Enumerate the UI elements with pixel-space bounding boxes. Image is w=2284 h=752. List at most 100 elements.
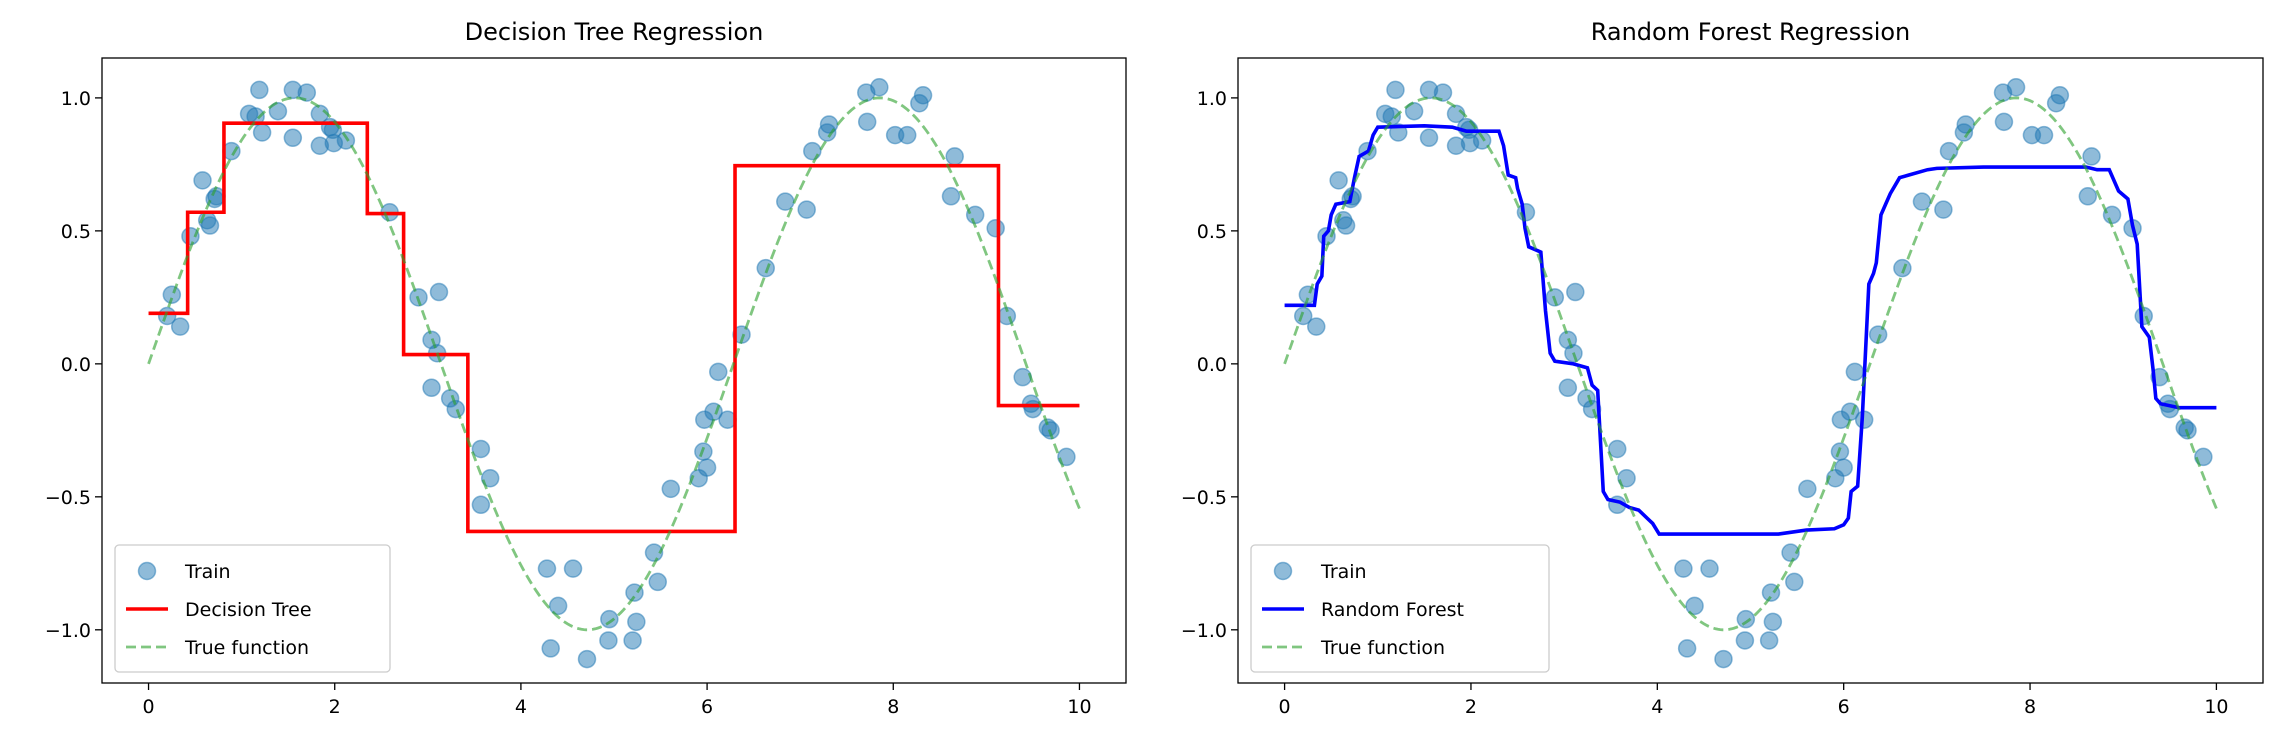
y-tick-label: 0.5 xyxy=(61,221,91,243)
train-point xyxy=(1582,399,1602,419)
train-point xyxy=(2034,125,2054,145)
train-point xyxy=(1419,128,1439,148)
train-point xyxy=(1735,631,1755,650)
train-point xyxy=(945,147,964,166)
train-point xyxy=(623,631,642,650)
train-point xyxy=(756,258,775,278)
train-point xyxy=(471,439,491,459)
train-point xyxy=(776,192,795,211)
x-tick-label: 2 xyxy=(329,696,341,718)
train-point xyxy=(1939,141,1959,161)
train-point xyxy=(1994,112,2014,132)
chart-title: Random Forest Regression xyxy=(1591,18,1911,46)
axes-frame xyxy=(101,57,1127,684)
train-point xyxy=(870,78,889,97)
legend-label: Decision Tree xyxy=(185,599,312,621)
y-tick-label: 0.0 xyxy=(61,354,91,376)
train-point xyxy=(2050,85,2070,105)
train-point xyxy=(857,112,877,132)
train-point xyxy=(1714,649,1733,669)
train-point xyxy=(297,83,317,102)
train-point xyxy=(1763,612,1783,632)
train-point xyxy=(1759,631,1779,650)
train-point xyxy=(1845,362,1865,382)
train-point xyxy=(1608,439,1627,459)
train-point xyxy=(1433,83,1453,102)
train-point xyxy=(1566,282,1585,302)
chart-panel-2: Random Forest Regression 0 2 4 6 8 10 −1.0 −0.5 0… xyxy=(1181,18,2264,718)
train-point xyxy=(599,631,618,650)
train-point xyxy=(268,101,288,121)
train-point xyxy=(541,639,560,658)
legend-train-marker xyxy=(137,561,157,581)
chart-panel-1: Decision Tree Regression 0 2 4 6 8 10 −1.0 −0.5 0… xyxy=(45,18,1127,718)
train-point xyxy=(819,115,839,134)
train-point xyxy=(246,107,265,126)
train-point xyxy=(250,80,269,100)
y-tick-label: −1.0 xyxy=(1181,620,1227,642)
x-tick-label: 6 xyxy=(1838,696,1850,718)
train-point xyxy=(1558,378,1578,398)
train-point xyxy=(2006,78,2026,97)
y-tick-label: 0.5 xyxy=(1197,221,1227,243)
x-tick-label: 0 xyxy=(1279,696,1291,718)
legend-train-marker xyxy=(1273,561,1293,581)
train-point xyxy=(252,123,272,142)
train-point xyxy=(429,282,449,302)
train-point xyxy=(644,543,664,562)
train-point xyxy=(283,128,303,148)
train-point xyxy=(648,572,668,592)
train-point xyxy=(1700,559,1719,578)
train-point xyxy=(1386,80,1405,100)
y-tick-label: 0.0 xyxy=(1197,354,1227,376)
train-point xyxy=(200,216,220,235)
train-point xyxy=(162,285,182,304)
train-point xyxy=(170,317,190,336)
train-point xyxy=(897,125,917,145)
x-tick-label: 2 xyxy=(1465,696,1477,718)
train-point xyxy=(1013,367,1032,387)
train-point xyxy=(1834,458,1853,477)
train-point xyxy=(2082,147,2101,166)
train-point xyxy=(1893,258,1912,278)
y-tick-label: 1.0 xyxy=(61,88,91,110)
y-tick-label: 1.0 xyxy=(1197,88,1227,110)
true-function-line xyxy=(147,96,1081,632)
train-point xyxy=(1617,468,1636,488)
y-tick-label: −0.5 xyxy=(1181,487,1227,509)
axes-frame xyxy=(1237,57,2264,684)
train-point xyxy=(627,612,646,632)
train-point xyxy=(1516,203,1536,222)
train-point xyxy=(1404,101,1424,121)
legend-box xyxy=(1250,544,1550,673)
decision-tree-line xyxy=(148,121,1080,534)
train-point xyxy=(537,559,557,578)
y-tick-label: −0.5 xyxy=(45,487,91,509)
x-tick-label: 8 xyxy=(887,696,899,718)
train-point xyxy=(446,399,465,419)
train-point xyxy=(1781,543,1800,562)
y-tick-label: −1.0 xyxy=(45,620,91,642)
train-point xyxy=(1329,171,1348,190)
train-point xyxy=(803,141,822,161)
train-point xyxy=(941,187,961,206)
x-tick-label: 4 xyxy=(515,696,527,718)
train-point xyxy=(422,378,441,398)
train-point xyxy=(471,495,491,515)
train-point xyxy=(986,218,1005,238)
train-point xyxy=(563,559,583,578)
legend: Train Random Forest True function xyxy=(1250,544,1550,673)
train-point xyxy=(1785,572,1804,592)
legend: Train Decision Tree True function xyxy=(114,544,391,673)
legend-label: Train xyxy=(184,561,231,583)
train-point xyxy=(1736,609,1756,629)
train-point xyxy=(1336,216,1356,235)
train-point xyxy=(480,468,500,488)
train-point xyxy=(548,596,568,616)
train-point xyxy=(697,458,717,477)
legend-label: True function xyxy=(184,637,309,659)
train-point xyxy=(797,200,816,219)
train-point xyxy=(336,131,356,150)
random-forest-line xyxy=(1284,124,2217,536)
train-point xyxy=(661,479,681,499)
